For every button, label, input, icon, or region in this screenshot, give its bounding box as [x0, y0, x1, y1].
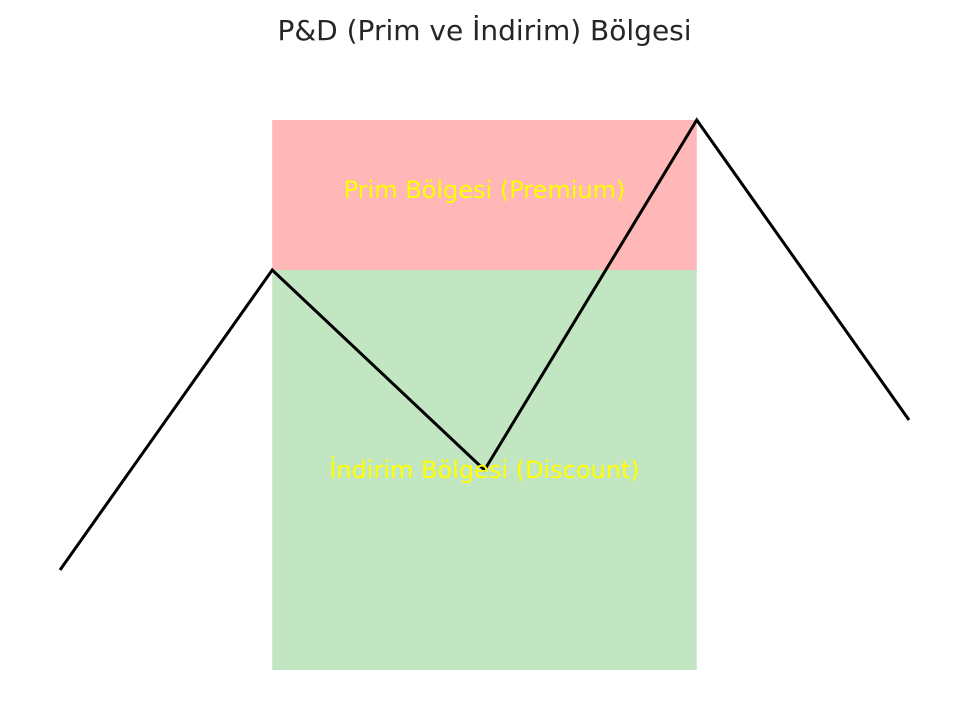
- chart-plot: [0, 0, 969, 708]
- discount-region-label: İndirim Bölgesi (Discount): [285, 456, 685, 484]
- chart-stage: P&D (Prim ve İndirim) Bölgesi İndirim Bö…: [0, 0, 969, 708]
- premium-region-label: Prim Bölgesi (Premium): [285, 176, 685, 204]
